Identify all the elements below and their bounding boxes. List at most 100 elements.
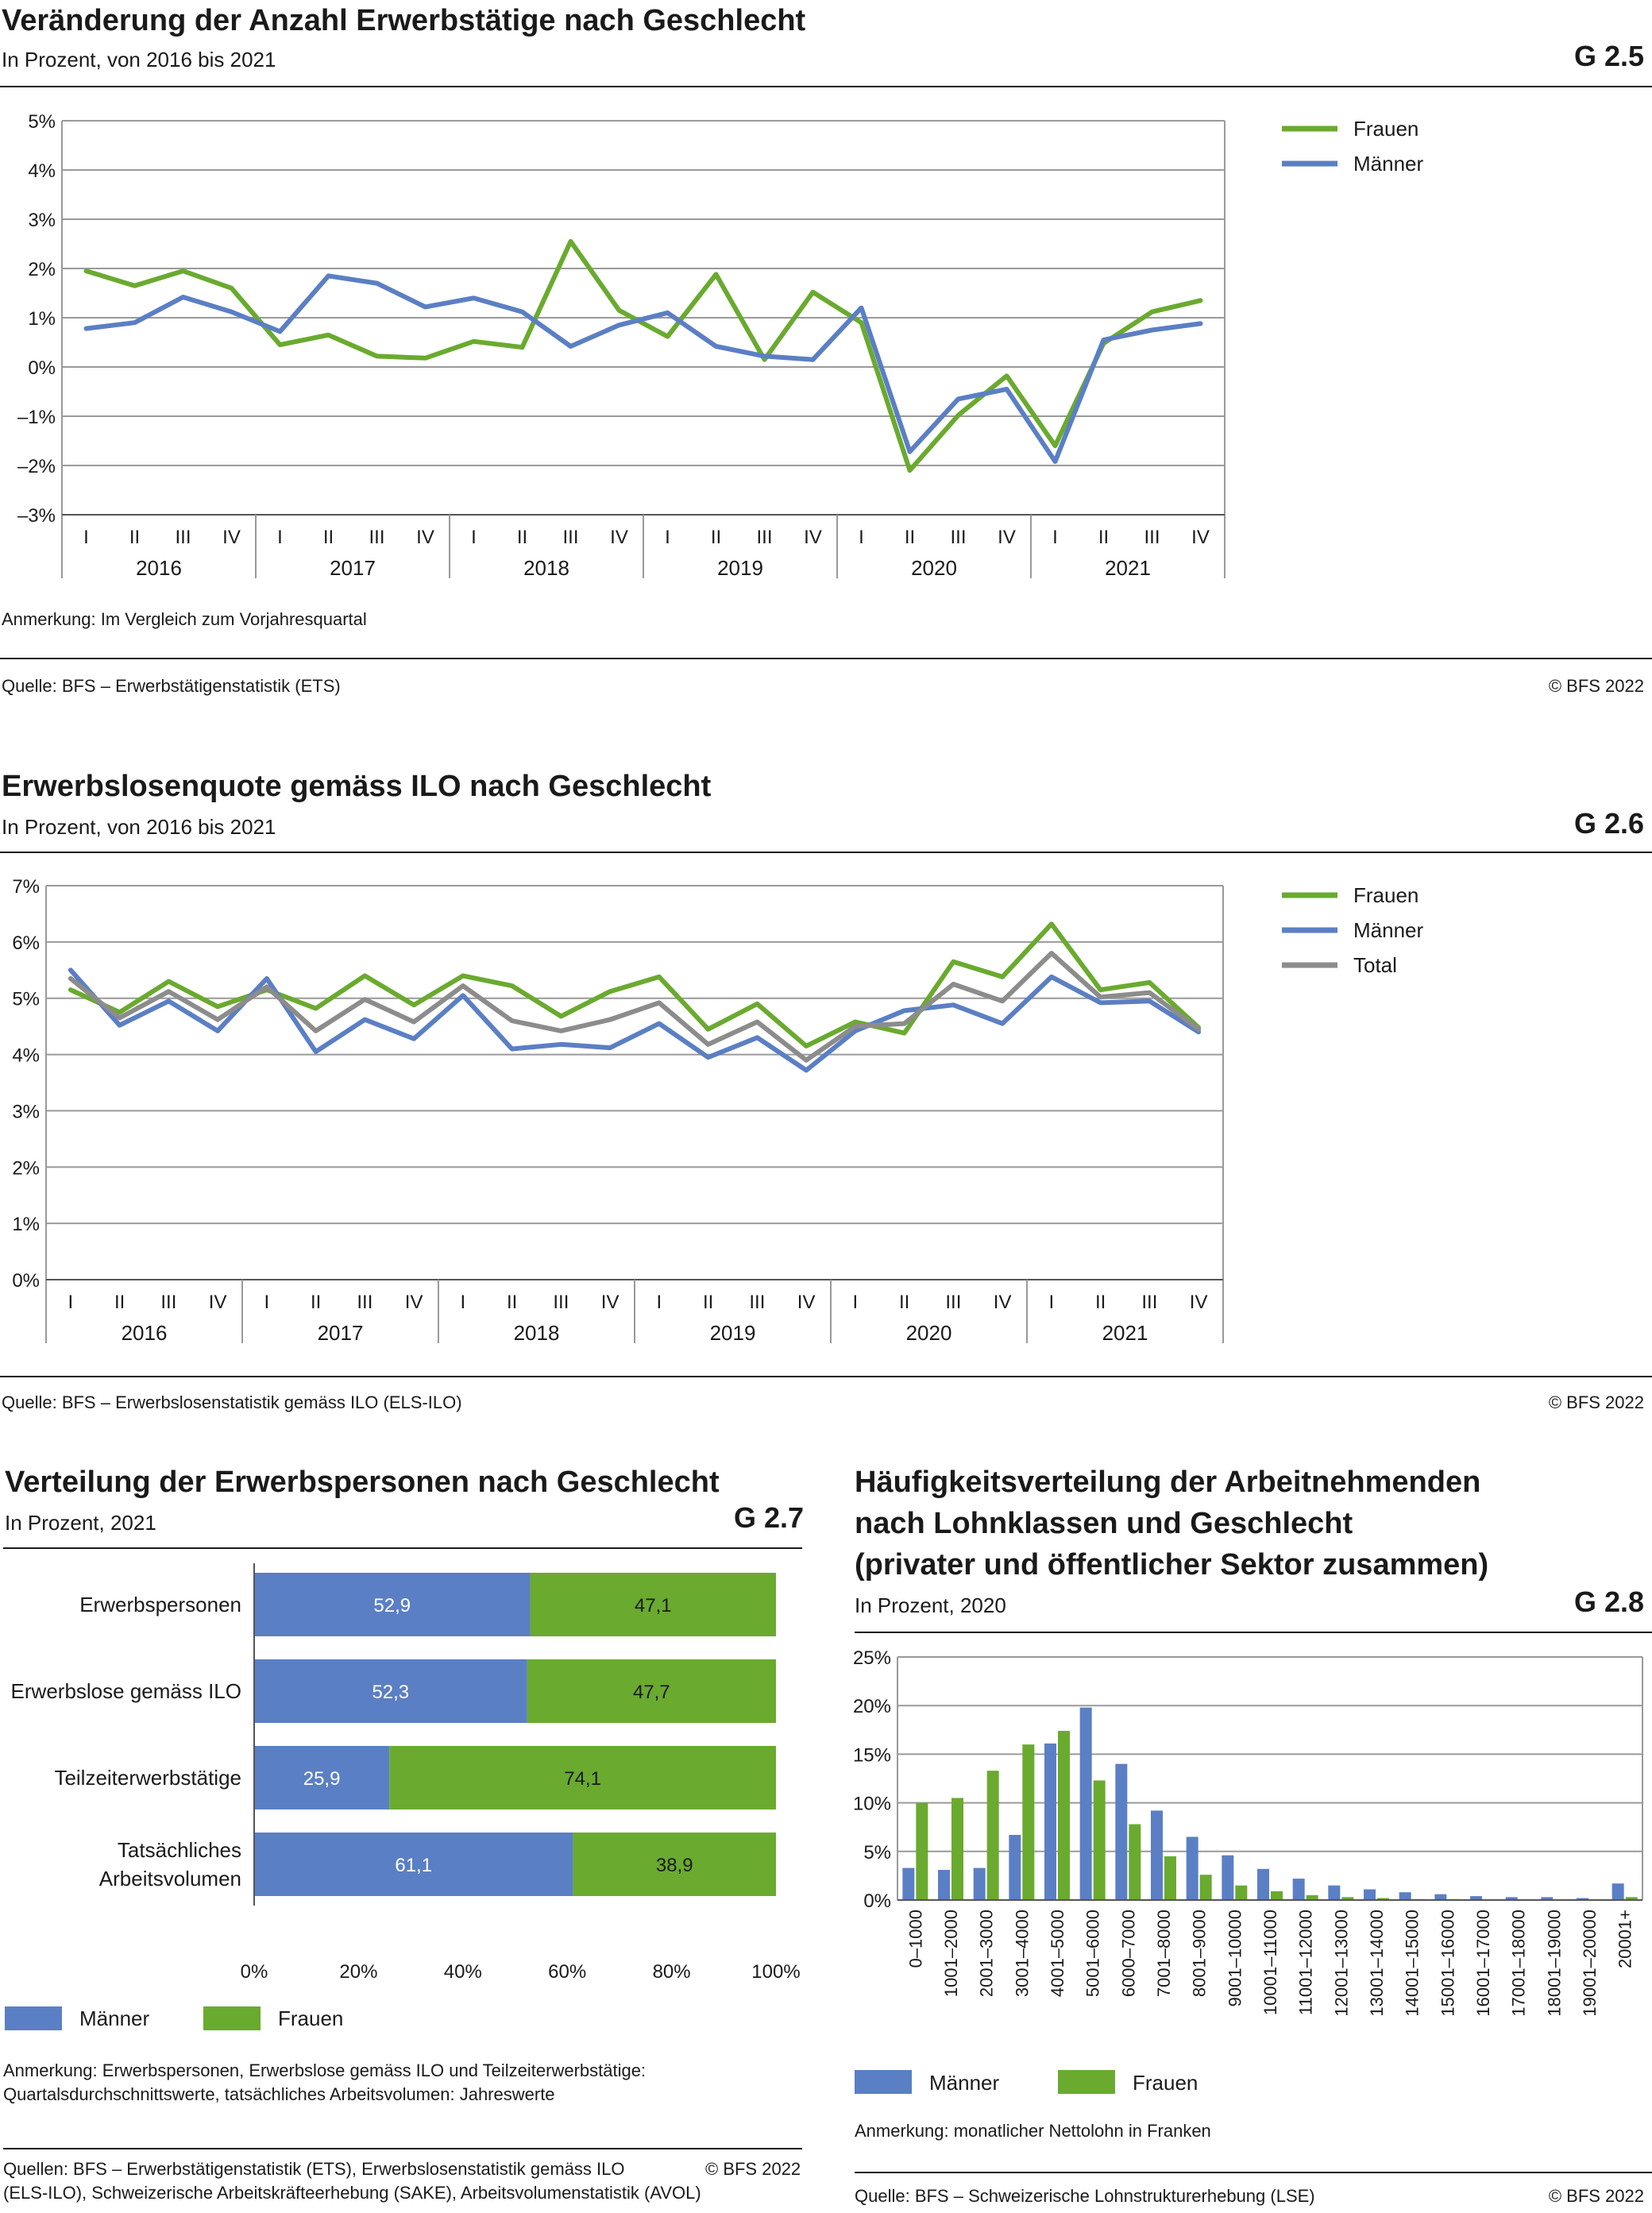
- x-category-label: 0–1000: [905, 1910, 925, 1968]
- y-tick-label: 15%: [853, 1744, 891, 1766]
- bar-männer: [1079, 1707, 1092, 1900]
- quarter-label: IV: [222, 527, 241, 548]
- y-tick-label: –1%: [17, 407, 56, 428]
- g26-code: G 2.6: [1573, 807, 1644, 840]
- y-tick-label: 5%: [12, 989, 40, 1010]
- quarter-label: II: [517, 527, 527, 548]
- bar-frauen: [986, 1771, 999, 1900]
- bar-männer: [1009, 1834, 1021, 1900]
- g28-code: G 2.8: [1573, 1585, 1644, 1618]
- bar-männer: [938, 1870, 950, 1900]
- bar-frauen: [1093, 1780, 1106, 1900]
- g27-bottom-rule: [3, 2148, 802, 2149]
- y-tick-label: 1%: [28, 308, 56, 330]
- x-tick-label: 40%: [444, 1961, 482, 1983]
- quarter-label: III: [756, 527, 772, 548]
- quarter-label: II: [711, 527, 721, 548]
- year-label: 2019: [710, 1321, 756, 1345]
- g26-bottom-rule: [0, 1376, 1652, 1377]
- y-tick-label: 3%: [12, 1101, 40, 1122]
- x-category-label: 2001–3000: [977, 1910, 997, 1997]
- y-tick-label: –3%: [17, 505, 56, 527]
- g28-title-line1: Häufigkeitsverteilung der Arbeitnehmende…: [855, 1466, 1481, 1499]
- x-category-label: 6000–7000: [1118, 1910, 1138, 1997]
- bar-männer: [1611, 1883, 1624, 1900]
- quarter-label: III: [357, 1292, 372, 1313]
- category-label: Arbeitsvolumen: [99, 1867, 241, 1891]
- bar-männer: [1541, 1897, 1554, 1900]
- quarter-label: IV: [998, 527, 1016, 548]
- category-label: Erwerbslose gemäss ILO: [11, 1679, 241, 1703]
- x-category-label: 12001–13000: [1331, 1910, 1351, 2017]
- x-category-label: 11001–12000: [1296, 1910, 1316, 2015]
- legend-label: Frauen: [1353, 117, 1418, 141]
- bar-value-label: 52,9: [373, 1595, 411, 1616]
- y-tick-label: 7%: [12, 876, 40, 898]
- legend-label: Frauen: [1353, 883, 1418, 907]
- g27-source-line2: (ELS-ILO), Schweizerische Arbeitskräftee…: [3, 2183, 701, 2203]
- g26-title: Erwerbslosenquote gemäss ILO nach Geschl…: [2, 770, 712, 803]
- quarter-label: I: [853, 1292, 859, 1313]
- series-line-total: [68, 951, 1202, 1063]
- year-label: 2021: [1102, 1321, 1148, 1345]
- quarter-label: I: [277, 527, 283, 548]
- x-category-label: 13001–14000: [1367, 1910, 1387, 2017]
- quarter-label: II: [129, 527, 140, 548]
- g25-note: Anmerkung: Im Vergleich zum Vorjahresqua…: [2, 609, 367, 629]
- x-category-label: 15001–16000: [1438, 1910, 1457, 2017]
- category-label: Tatsächliches: [118, 1838, 241, 1862]
- bar-männer: [1257, 1868, 1269, 1900]
- x-category-label: 5001–6000: [1083, 1910, 1103, 1997]
- quarter-label: IV: [804, 527, 822, 548]
- quarter-label: I: [83, 527, 89, 548]
- quarter-label: IV: [610, 527, 628, 548]
- x-category-label: 1001–2000: [941, 1910, 961, 1997]
- bar-männer: [1044, 1743, 1056, 1900]
- legend-swatch-frauen: [203, 2006, 261, 2030]
- bar-value-label: 47,1: [635, 1595, 672, 1616]
- g28-top-rule: [855, 1632, 1652, 1633]
- y-tick-label: 25%: [853, 1647, 891, 1669]
- quarter-label: II: [703, 1292, 713, 1313]
- year-label: 2021: [1105, 556, 1151, 580]
- bar-männer: [254, 1659, 527, 1723]
- bar-männer: [1364, 1889, 1376, 1900]
- bar-value-label: 74,1: [564, 1768, 601, 1790]
- quarter-label: IV: [209, 1292, 227, 1313]
- quarter-label: III: [175, 527, 191, 548]
- y-tick-label: 0%: [863, 1891, 891, 1912]
- g28-bottom-rule: [855, 2172, 1652, 2173]
- category-label: Erwerbspersonen: [79, 1593, 241, 1616]
- quarter-label: III: [950, 527, 966, 548]
- year-label: 2018: [514, 1321, 560, 1345]
- x-category-label: 7001–8000: [1154, 1910, 1174, 1997]
- quarter-label: IV: [1191, 527, 1210, 548]
- bar-männer: [254, 1746, 390, 1809]
- x-category-label: 4001–5000: [1048, 1910, 1067, 1997]
- year-label: 2017: [330, 556, 376, 580]
- g25-code: G 2.5: [1573, 40, 1644, 72]
- g28-copyright: © BFS 2022: [1548, 2186, 1644, 2206]
- quarter-label: III: [553, 1292, 569, 1313]
- legend-label: Männer: [79, 2006, 149, 2030]
- bar-frauen: [1199, 1875, 1212, 1900]
- bar-männer: [1151, 1810, 1163, 1900]
- y-tick-label: 2%: [12, 1157, 40, 1179]
- quarter-label: II: [899, 1292, 909, 1313]
- series-line-männer: [83, 273, 1203, 464]
- g28-title-line2: nach Lohnklassen und Geschlecht: [855, 1507, 1353, 1540]
- bar-männer: [1328, 1885, 1341, 1900]
- legend-label: Frauen: [1133, 2071, 1198, 2095]
- bar-frauen: [951, 1798, 963, 1900]
- x-category-label: 10001–11000: [1260, 1910, 1280, 2015]
- quarter-label: II: [1095, 1292, 1106, 1313]
- x-category-label: 14001–15000: [1403, 1910, 1422, 2017]
- year-label: 2020: [911, 556, 957, 580]
- quarter-label: I: [859, 527, 864, 548]
- bar-frauen: [527, 1659, 776, 1723]
- bar-frauen: [1271, 1891, 1283, 1900]
- quarter-label: II: [905, 527, 915, 548]
- y-tick-label: 4%: [12, 1045, 40, 1067]
- quarter-label: I: [665, 527, 670, 548]
